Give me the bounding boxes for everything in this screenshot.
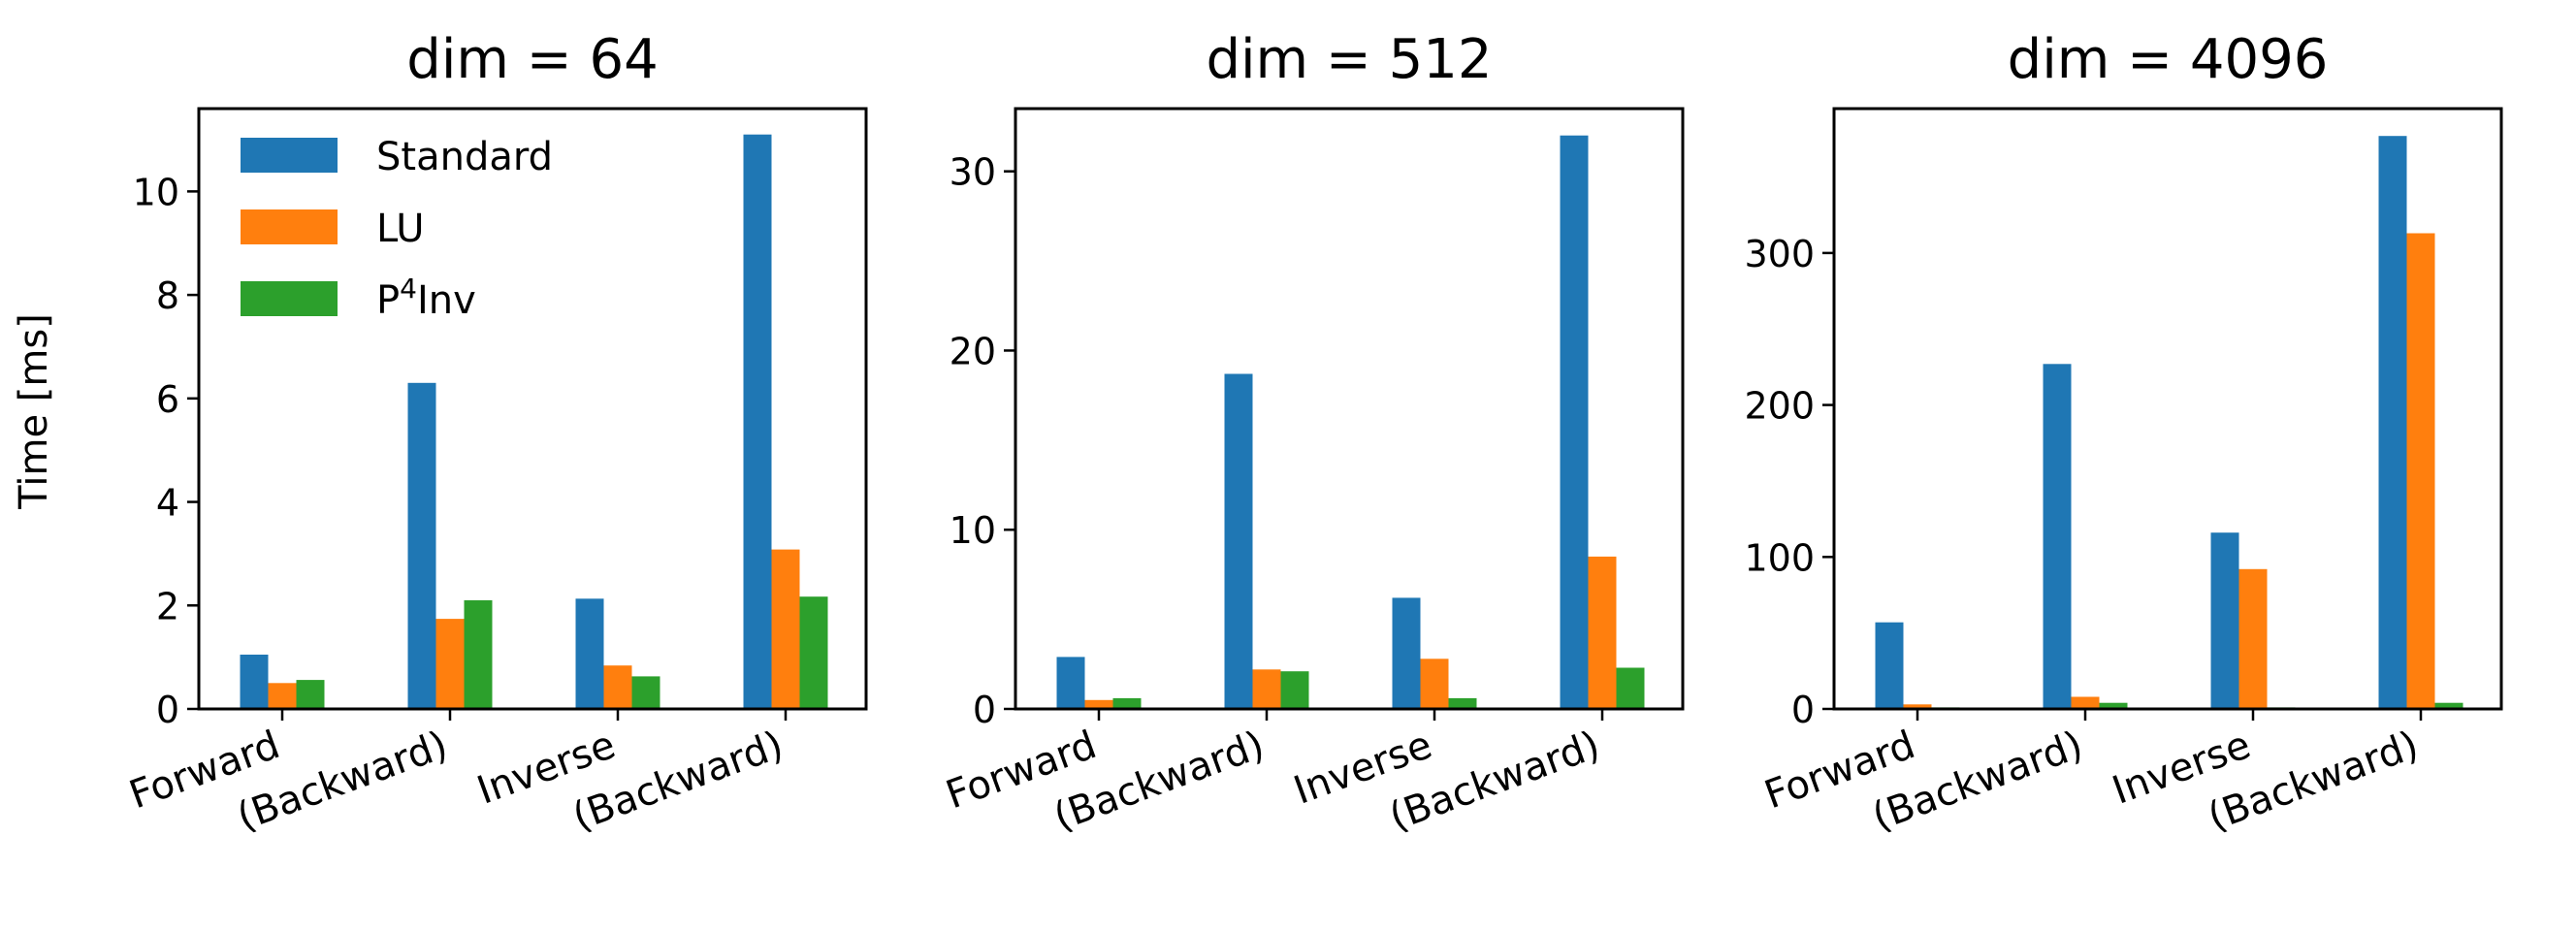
bar-standard-3 <box>1392 597 1421 709</box>
bar-pinv-2 <box>1280 671 1309 709</box>
bar-pinv-4 <box>1616 667 1645 709</box>
y-tick-label: 2 <box>156 585 179 627</box>
bar-standard-4 <box>2378 136 2407 709</box>
bar-pinv-4 <box>799 596 828 709</box>
bar-standard-1 <box>1056 657 1085 709</box>
bar-lu-3 <box>603 665 632 709</box>
bar-standard-2 <box>2043 364 2072 709</box>
bar-pinv-1 <box>1112 697 1142 709</box>
bar-pinv-4 <box>2434 702 2463 709</box>
bar-standard-1 <box>1875 622 1904 709</box>
legend-swatch <box>241 138 338 173</box>
y-tick-label: 0 <box>156 689 179 731</box>
bar-standard-3 <box>2210 532 2239 709</box>
legend-label: P4Inv <box>376 273 476 323</box>
axes-frame <box>1832 107 2503 711</box>
bar-lu-2 <box>435 619 465 709</box>
axes-frame <box>197 107 868 711</box>
bar-pinv-3 <box>1448 697 1477 709</box>
bar-lu-4 <box>771 549 800 709</box>
bar-standard-1 <box>240 655 269 709</box>
legend: Standard LU P4Inv <box>241 135 553 323</box>
bar-lu-4 <box>1588 556 1617 709</box>
bar-standard-2 <box>1224 373 1253 709</box>
y-tick-label: 300 <box>1744 233 1815 275</box>
bar-lu-3 <box>1420 659 1449 709</box>
bar-lu-1 <box>1903 704 1932 709</box>
y-tick-label: 100 <box>1744 536 1815 579</box>
subplot-title: dim = 64 <box>406 28 658 91</box>
legend-label: LU <box>376 207 425 251</box>
bar-lu-1 <box>268 683 297 709</box>
y-tick-label: 200 <box>1744 385 1815 428</box>
bar-lu-1 <box>1084 699 1113 709</box>
bar-lu-2 <box>2071 696 2100 709</box>
bar-standard-4 <box>743 134 772 709</box>
subplot-title: dim = 4096 <box>2008 28 2329 91</box>
axes-frame <box>1014 107 1685 711</box>
y-tick-label: 10 <box>133 171 179 213</box>
bar-pinv-1 <box>296 680 325 709</box>
legend-label: Standard <box>376 135 553 179</box>
bar-standard-2 <box>407 382 436 709</box>
legend-swatch <box>241 209 338 244</box>
y-tick-label: 30 <box>950 151 996 194</box>
bar-pinv-2 <box>2099 702 2128 709</box>
bar-lu-4 <box>2406 233 2435 709</box>
bar-pinv-3 <box>631 676 660 709</box>
y-tick-label: 4 <box>156 482 179 525</box>
bar-lu-3 <box>2238 568 2268 709</box>
y-tick-label: 0 <box>973 689 996 731</box>
bar-standard-4 <box>1560 135 1589 709</box>
bar-lu-2 <box>1252 669 1281 709</box>
y-tick-label: 8 <box>156 274 179 317</box>
bar-standard-3 <box>575 598 604 709</box>
subplot-title: dim = 512 <box>1206 28 1492 91</box>
y-tick-label: 0 <box>1791 689 1815 731</box>
y-tick-label: 10 <box>950 509 996 552</box>
bar-pinv-2 <box>464 599 493 709</box>
legend-swatch <box>241 281 338 316</box>
y-axis-label: Time [ms] <box>12 313 56 510</box>
y-tick-label: 20 <box>950 330 996 372</box>
y-tick-label: 6 <box>156 378 179 421</box>
